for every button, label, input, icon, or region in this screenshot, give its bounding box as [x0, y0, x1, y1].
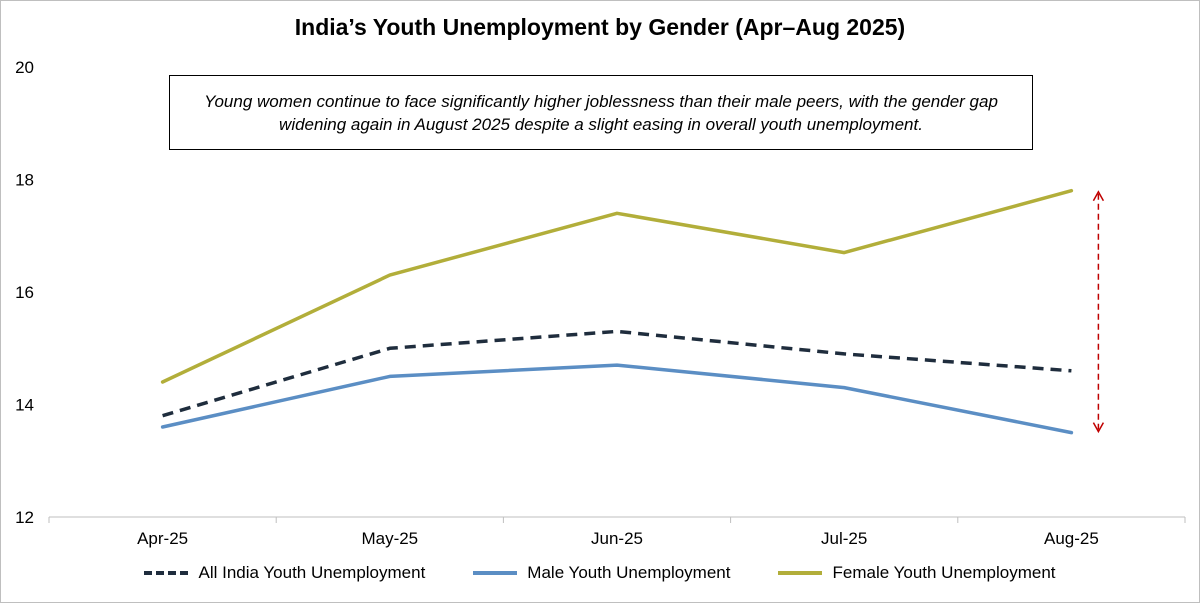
legend-label-all-india: All India Youth Unemployment: [198, 563, 426, 582]
gap-arrow-head-top: [1092, 190, 1105, 202]
x-tick-label: Jun-25: [591, 529, 643, 548]
series-line-all-india: [162, 329, 1072, 418]
legend-swatch-male: [473, 571, 518, 575]
chart-legend: All India Youth Unemployment Male Youth …: [0, 563, 1200, 583]
legend-label-female: Female Youth Unemployment: [832, 563, 1056, 582]
legend-item-male: Male Youth Unemployment: [473, 563, 730, 583]
legend-swatch-all-india: [144, 571, 189, 575]
gap-arrow-head-bottom: [1092, 422, 1105, 434]
x-tick-label: Aug-25: [1044, 529, 1099, 548]
x-tick-label: Jul-25: [821, 529, 867, 548]
series-line-male: [160, 363, 1074, 435]
y-tick-label: 18: [15, 171, 34, 190]
legend-item-female: Female Youth Unemployment: [778, 563, 1056, 583]
series-line-female: [160, 188, 1074, 384]
chart-annotation-text: Young women continue to face significant…: [204, 91, 998, 134]
y-tick-label: 12: [15, 508, 34, 527]
chart-title: India’s Youth Unemployment by Gender (Ap…: [294, 14, 906, 40]
legend-item-all-india: All India Youth Unemployment: [144, 563, 425, 583]
chart-annotation-box: Young women continue to face significant…: [169, 75, 1033, 150]
y-tick-label: 20: [15, 58, 34, 77]
legend-swatch-female: [778, 571, 823, 575]
y-tick-label: 14: [15, 396, 34, 415]
legend-label-male: Male Youth Unemployment: [527, 563, 731, 582]
x-tick-label: Apr-25: [137, 529, 188, 548]
x-tick-label: May-25: [361, 529, 418, 548]
y-tick-label: 16: [15, 283, 34, 302]
